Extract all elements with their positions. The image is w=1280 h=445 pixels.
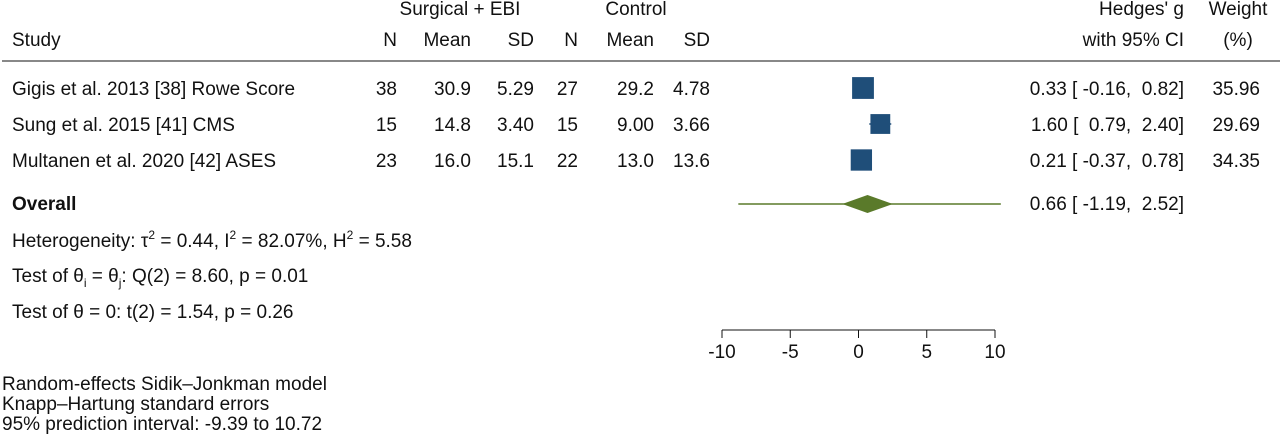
- footnote-prediction-interval: 95% prediction interval: -9.39 to 10.72: [2, 414, 323, 435]
- x-tick-label: 0: [853, 342, 864, 363]
- overall-marks: [738, 195, 1001, 213]
- study-row: Multanen et al. 2020 [42] ASES 23 16.0 15.1…: [12, 149, 1260, 172]
- mean1-value: 30.9: [434, 79, 471, 100]
- study-label: Gigis et al. 2013 [38] Rowe Score: [12, 79, 295, 100]
- test-homogeneity: Test of θi = θj: Q(2) = 8.60, p = 0.01: [12, 266, 308, 290]
- n1-value: 15: [376, 115, 397, 136]
- effect-header-line2: with 95% CI: [1082, 30, 1184, 51]
- study-row: Gigis et al. 2013 [38] Rowe Score 38 30.9 5…: [12, 77, 1260, 100]
- study-row: Sung et al. 2015 [41] CMS 15 14.8 3.40 15 9.0…: [12, 114, 1260, 136]
- sd2-value: 13.6: [673, 151, 710, 172]
- overall-label: Overall: [12, 194, 76, 215]
- study-column-header: Study: [12, 30, 61, 51]
- weight-value: 35.96: [1212, 79, 1260, 100]
- n2-column-header: N: [564, 30, 578, 51]
- mean2-value: 13.0: [617, 151, 654, 172]
- effect-ci-text: 0.21 [ -0.37, 0.78]: [1030, 151, 1184, 172]
- study-rows: Gigis et al. 2013 [38] Rowe Score 38 30.9 5…: [12, 77, 1260, 172]
- n2-value: 15: [557, 115, 578, 136]
- group1-header: Surgical + EBI: [400, 0, 521, 20]
- effect-ci-text: 0.33 [ -0.16, 0.82]: [1030, 79, 1184, 100]
- mean2-value: 29.2: [617, 79, 654, 100]
- n1-column-header: N: [383, 30, 397, 51]
- test-overall-effect: Test of θ = 0: t(2) = 1.54, p = 0.26: [12, 302, 294, 323]
- study-effect-square: [852, 77, 874, 99]
- study-effect-square: [870, 114, 891, 134]
- x-tick-label: -5: [782, 342, 799, 363]
- footnotes: Random-effects Sidik–Jonkman model Knapp…: [2, 375, 327, 435]
- x-axis: -10 -5 0 5 10: [708, 329, 1006, 363]
- mean2-column-header: Mean: [606, 30, 654, 51]
- study-effect-square: [850, 149, 873, 171]
- footnote-se: Knapp–Hartung standard errors: [2, 394, 270, 415]
- sd2-column-header: SD: [684, 30, 710, 51]
- group2-header: Control: [605, 0, 666, 20]
- mean2-value: 9.00: [617, 115, 654, 136]
- n1-value: 23: [376, 151, 397, 172]
- effect-ci-text: 1.60 [ 0.79, 2.40]: [1031, 115, 1184, 136]
- x-tick-label: 5: [921, 342, 932, 363]
- mean1-value: 14.8: [434, 115, 471, 136]
- n2-value: 22: [557, 151, 578, 172]
- study-label: Multanen et al. 2020 [42] ASES: [12, 151, 276, 172]
- x-tick-label: 10: [984, 342, 1005, 363]
- weight-value: 34.35: [1212, 151, 1260, 172]
- mean1-value: 16.0: [434, 151, 471, 172]
- sd1-value: 5.29: [497, 79, 534, 100]
- weight-value: 29.69: [1212, 115, 1260, 136]
- n1-value: 38: [376, 79, 397, 100]
- effect-header-line1: Hedges' g: [1099, 0, 1184, 20]
- heterogeneity-stats: Heterogeneity: τ2 = 0.44, I2 = 82.07%, H…: [12, 228, 412, 252]
- x-tick-label: -10: [708, 342, 735, 363]
- sd1-value: 3.40: [497, 115, 534, 136]
- overall-ci-text: 0.66 [ -1.19, 2.52]: [1030, 194, 1184, 215]
- sd1-column-header: SD: [508, 30, 534, 51]
- overall-diamond: [842, 195, 893, 213]
- mean1-column-header: Mean: [423, 30, 471, 51]
- study-label: Sung et al. 2015 [41] CMS: [12, 115, 235, 136]
- footnote-model: Random-effects Sidik–Jonkman model: [2, 374, 327, 395]
- n2-value: 27: [557, 79, 578, 100]
- weight-header-line2: (%): [1223, 30, 1253, 51]
- sd2-value: 3.66: [673, 115, 710, 136]
- sd2-value: 4.78: [673, 79, 710, 100]
- sd1-value: 15.1: [497, 151, 534, 172]
- weight-header-line1: Weight: [1209, 0, 1269, 20]
